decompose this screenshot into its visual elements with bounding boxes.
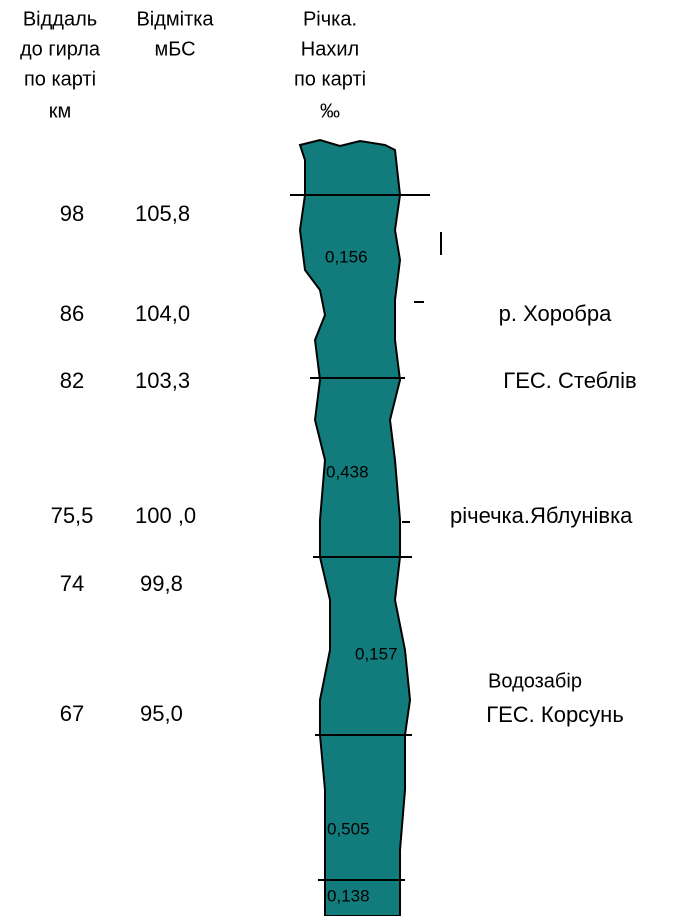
place: Водозабір <box>488 670 582 692</box>
header: по карті <box>294 68 366 90</box>
slope: 0,138 <box>327 886 370 905</box>
distance: 67 <box>60 701 84 726</box>
header: мБС <box>154 38 195 60</box>
distance: 98 <box>60 201 84 226</box>
distance: 82 <box>60 368 84 393</box>
header: Відмітка <box>136 8 214 30</box>
headers: Віддаль до гирла по карті км Відмітка мБ… <box>20 8 366 122</box>
slopes: 0,156 0,438 0,157 0,505 0,138 <box>325 247 398 905</box>
elevation: 104,0 <box>135 301 190 326</box>
header: до гирла <box>20 38 101 60</box>
place: ГЕС. Стеблів <box>503 368 636 393</box>
header: Віддаль <box>23 8 97 30</box>
header: ‰ <box>320 100 340 122</box>
river <box>298 138 412 916</box>
place: ГЕС. Корсунь <box>486 702 624 727</box>
distance: 75,5 <box>51 503 94 528</box>
slope: 0,505 <box>327 819 370 838</box>
header: по карті <box>24 68 96 90</box>
place: р. Хоробра <box>499 301 612 326</box>
distance: 86 <box>60 301 84 326</box>
distance: 74 <box>60 571 84 596</box>
section-lines <box>290 194 442 881</box>
header: Річка. <box>303 8 357 30</box>
slope: 0,156 <box>325 247 368 266</box>
elevation: 95,0 <box>140 701 183 726</box>
elevation: 99,8 <box>140 571 183 596</box>
header: Нахил <box>301 38 359 60</box>
elevation: 100 ,0 <box>135 503 196 528</box>
header: км <box>49 100 72 122</box>
place: річечка.Яблунівка <box>450 503 633 528</box>
elevation: 105,8 <box>135 201 190 226</box>
slope: 0,157 <box>355 644 398 663</box>
rows: 98 105,8 86 104,0 р. Хоробра 82 103,3 ГЕ… <box>51 201 637 727</box>
slope: 0,438 <box>326 462 369 481</box>
elevation: 103,3 <box>135 368 190 393</box>
